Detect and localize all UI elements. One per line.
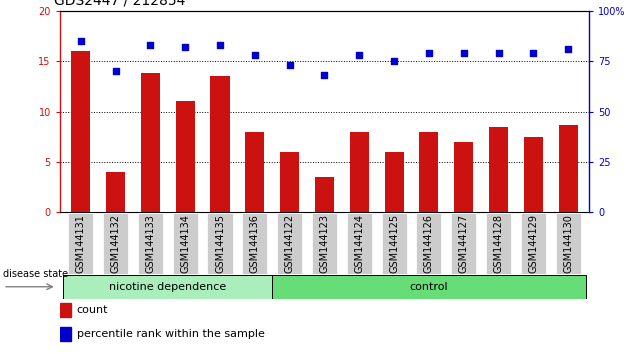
Point <box>146 42 156 48</box>
Bar <box>524 137 543 212</box>
Bar <box>559 125 578 212</box>
Text: GSM144125: GSM144125 <box>389 214 399 273</box>
Point <box>285 62 295 68</box>
Text: GSM144128: GSM144128 <box>493 214 503 273</box>
Point <box>110 68 120 74</box>
Text: GSM144133: GSM144133 <box>146 214 156 273</box>
Bar <box>454 142 473 212</box>
Bar <box>60 303 71 317</box>
Text: nicotine dependence: nicotine dependence <box>109 282 226 292</box>
Point <box>76 38 86 44</box>
Bar <box>489 127 508 212</box>
Text: GSM144124: GSM144124 <box>354 214 364 273</box>
Point <box>424 50 434 56</box>
FancyBboxPatch shape <box>556 213 581 274</box>
Text: disease state: disease state <box>3 269 68 279</box>
FancyBboxPatch shape <box>64 275 272 299</box>
Text: GSM144130: GSM144130 <box>563 214 573 273</box>
FancyBboxPatch shape <box>207 213 232 274</box>
Bar <box>71 51 90 212</box>
Text: GSM144129: GSM144129 <box>529 214 539 273</box>
FancyBboxPatch shape <box>382 213 406 274</box>
Bar <box>210 76 229 212</box>
Text: GSM144136: GSM144136 <box>250 214 260 273</box>
Point <box>389 58 399 64</box>
Point <box>459 50 469 56</box>
Bar <box>176 101 195 212</box>
FancyBboxPatch shape <box>103 213 128 274</box>
Point <box>493 50 503 56</box>
Text: GSM144132: GSM144132 <box>110 214 120 273</box>
FancyBboxPatch shape <box>173 213 198 274</box>
Text: GSM144122: GSM144122 <box>285 214 295 273</box>
Text: GSM144123: GSM144123 <box>319 214 329 273</box>
Text: control: control <box>410 282 448 292</box>
Point <box>180 44 190 50</box>
Bar <box>420 132 438 212</box>
FancyBboxPatch shape <box>272 275 585 299</box>
FancyBboxPatch shape <box>416 213 442 274</box>
FancyBboxPatch shape <box>346 213 372 274</box>
Text: GSM144127: GSM144127 <box>459 214 469 273</box>
Point <box>563 46 573 52</box>
Text: GDS2447 / 212854: GDS2447 / 212854 <box>54 0 185 7</box>
Bar <box>140 73 160 212</box>
FancyBboxPatch shape <box>243 213 267 274</box>
Bar <box>384 152 404 212</box>
Point <box>319 72 329 78</box>
Text: GSM144135: GSM144135 <box>215 214 225 273</box>
FancyBboxPatch shape <box>521 213 546 274</box>
FancyBboxPatch shape <box>312 213 337 274</box>
FancyBboxPatch shape <box>138 213 163 274</box>
FancyBboxPatch shape <box>451 213 476 274</box>
Point <box>529 50 539 56</box>
Text: GSM144131: GSM144131 <box>76 214 86 273</box>
Point <box>215 42 225 48</box>
Bar <box>350 132 369 212</box>
FancyBboxPatch shape <box>277 213 302 274</box>
Point <box>249 52 260 58</box>
Text: GSM144126: GSM144126 <box>424 214 434 273</box>
Point <box>354 52 364 58</box>
Bar <box>245 132 265 212</box>
Text: count: count <box>77 305 108 315</box>
FancyBboxPatch shape <box>68 213 93 274</box>
Bar <box>280 152 299 212</box>
FancyBboxPatch shape <box>486 213 511 274</box>
Bar <box>106 172 125 212</box>
Text: percentile rank within the sample: percentile rank within the sample <box>77 329 265 339</box>
Bar <box>60 327 71 341</box>
Bar <box>315 177 334 212</box>
Text: GSM144134: GSM144134 <box>180 214 190 273</box>
